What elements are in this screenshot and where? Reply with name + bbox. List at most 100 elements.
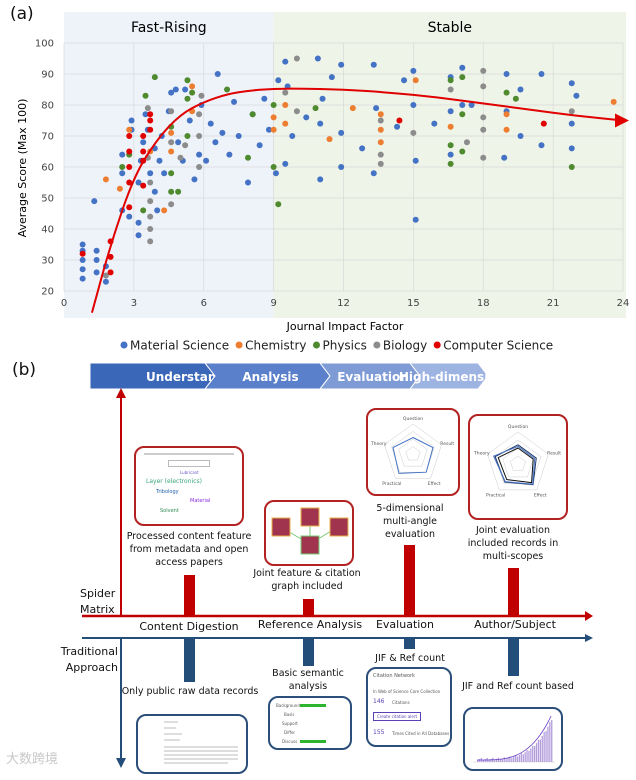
word: Layer (electronics) <box>146 478 202 485</box>
radar-grid <box>510 455 526 471</box>
mini-bar <box>477 760 479 762</box>
spider-bar-evaluation <box>404 545 415 615</box>
point-computer-science <box>79 250 86 257</box>
point-chemistry <box>349 105 356 112</box>
point-material-science <box>245 179 252 186</box>
stage-chevron <box>408 362 489 390</box>
mini-bar <box>532 745 534 762</box>
radar-axis-label: Effect <box>428 481 441 487</box>
mini-bar <box>549 721 551 762</box>
point-biology <box>168 139 175 146</box>
point-chemistry <box>377 139 384 146</box>
point-material-science <box>79 241 86 248</box>
x-tick-label: 18 <box>477 298 490 309</box>
point-material-science <box>186 117 193 124</box>
point-material-science <box>338 61 345 68</box>
radar-axis-label: Result <box>440 441 454 447</box>
thumbnail-radar-evaluation: Question Result Effect Practical Theory <box>366 408 460 496</box>
point-material-science <box>468 102 475 108</box>
mini-bar-chart <box>473 715 555 763</box>
point-computer-science <box>140 133 147 139</box>
point-computer-science <box>107 253 114 260</box>
word: Material <box>190 498 211 504</box>
point-chemistry <box>168 148 175 155</box>
caption-reference-traditional: Basic semantic analysis <box>272 668 344 692</box>
point-computer-science <box>126 204 133 211</box>
point-biology <box>196 111 203 118</box>
point-material-science <box>196 151 203 158</box>
dropdown-stub <box>168 460 210 467</box>
create-citation-alert-button[interactable]: Create citation alert <box>373 712 422 721</box>
point-material-science <box>79 257 86 263</box>
trend-curve <box>90 87 624 313</box>
y-tick-label: 90 <box>41 70 54 81</box>
point-biology <box>147 226 154 232</box>
point-physics <box>140 207 147 214</box>
radar-axis-label: Result <box>547 450 561 456</box>
point-material-science <box>261 95 268 102</box>
mini-bar <box>478 759 481 762</box>
comparison-diagram: Understand Analysis EvaluationHigh-dimensi… <box>82 362 593 768</box>
y-axis-title: Average Score (Max 100) <box>16 99 29 238</box>
point-material-science <box>265 126 272 133</box>
caption-content-spider: Processed content feature from metadata … <box>126 531 252 568</box>
point-computer-science <box>540 120 547 127</box>
point-material-science <box>79 275 86 282</box>
point-material-science <box>275 77 282 84</box>
point-physics <box>512 95 519 102</box>
point-chemistry <box>377 111 384 118</box>
point-biology <box>480 83 487 90</box>
point-biology <box>144 105 151 112</box>
point-material-science <box>412 157 419 164</box>
point-computer-science <box>147 126 154 133</box>
point-physics <box>270 102 277 108</box>
radar-axis-label: Effect <box>534 493 547 499</box>
mini-bar <box>551 720 553 762</box>
spider-vertical-arrowhead <box>116 388 126 398</box>
point-material-science <box>338 164 345 170</box>
citation-subtitle: In Web of Science Core Collection <box>373 689 441 694</box>
radar-grid <box>487 431 549 491</box>
point-biology <box>168 108 175 115</box>
point-biology <box>177 154 184 161</box>
record-text-lines <box>164 721 238 764</box>
point-biology <box>147 213 154 220</box>
point-physics <box>459 74 466 81</box>
point-physics <box>459 111 466 118</box>
point-biology <box>480 154 487 161</box>
traditional-bar-evaluation <box>404 639 415 649</box>
point-material-science <box>328 74 335 81</box>
citation-count: 146 <box>373 698 385 705</box>
semantic-row-label: Basis <box>284 712 295 717</box>
point-material-science <box>517 133 524 139</box>
point-chemistry <box>161 207 168 214</box>
mini-bar <box>515 755 517 762</box>
point-material-science <box>135 232 142 239</box>
radar-grid <box>405 446 421 461</box>
point-biology <box>480 126 487 133</box>
caption-author-traditional: JIF and Ref count based <box>462 681 574 692</box>
stage-banner: Understand Analysis EvaluationHigh-dimensi… <box>89 362 505 390</box>
semantic-bar <box>300 704 326 707</box>
point-computer-science <box>126 133 133 139</box>
point-chemistry <box>126 126 133 133</box>
point-material-science <box>317 120 324 127</box>
point-material-science <box>303 114 310 121</box>
legend: Material Science Chemistry Physics Biology C… <box>120 339 553 353</box>
y-tick-label: 80 <box>41 101 54 112</box>
point-material-science <box>459 64 466 71</box>
mini-bar <box>522 754 524 762</box>
point-chemistry <box>270 114 277 121</box>
mini-bar <box>503 757 505 762</box>
traditional-axis-arrowhead <box>585 634 593 642</box>
thumbnail-wordcloud: Lubricant Layer (electronics) Tribology … <box>134 446 244 526</box>
point-physics <box>312 105 319 112</box>
word: Lubricant <box>180 470 199 475</box>
radar-series <box>492 445 536 485</box>
thumbnail-citation-graph <box>264 500 354 566</box>
mini-bar <box>496 758 498 762</box>
radar-chart: Question Result Effect Practical Theory <box>370 416 454 487</box>
point-computer-science <box>126 148 133 155</box>
mini-bar <box>488 759 490 762</box>
